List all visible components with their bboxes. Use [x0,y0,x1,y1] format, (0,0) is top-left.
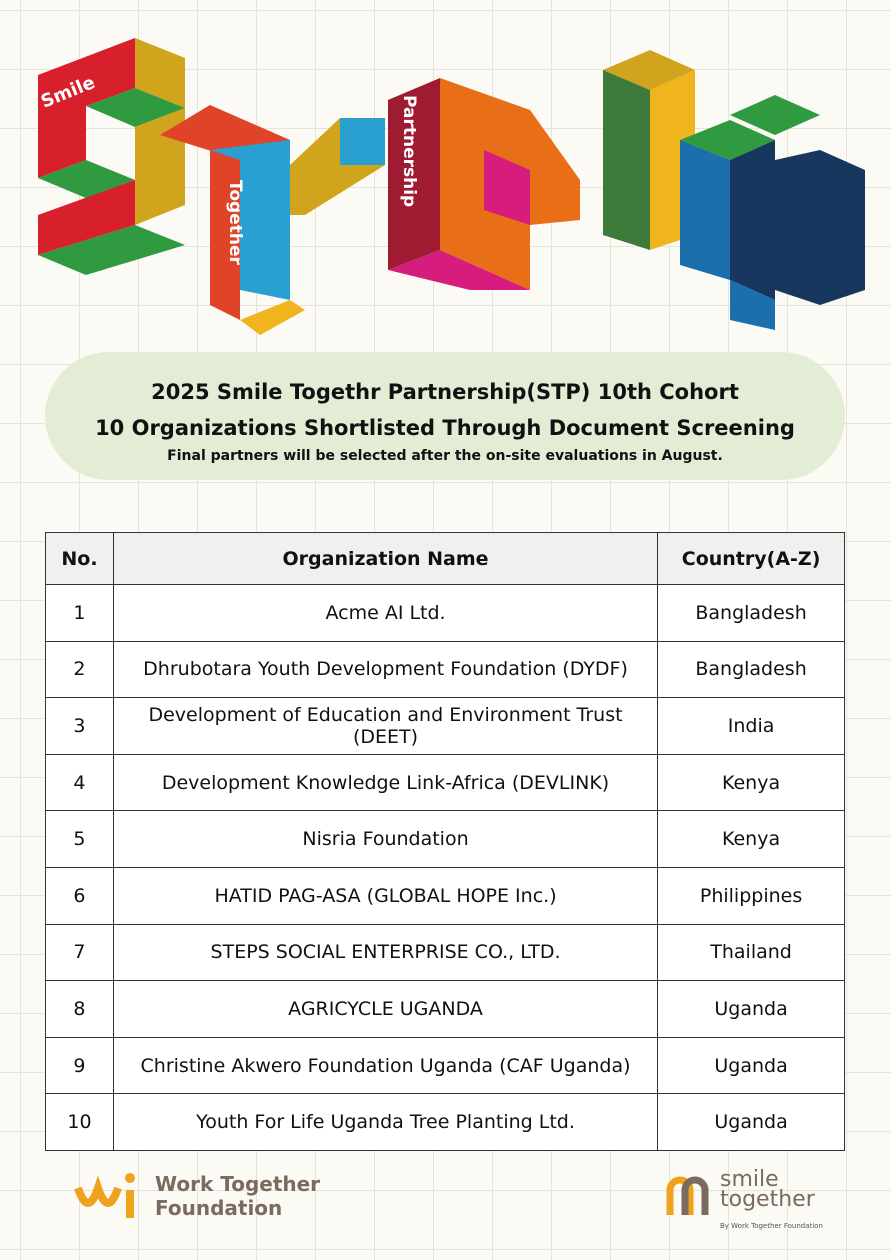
table-cell: Acme AI Ltd. [112,584,659,642]
logo-line: Work Together [155,1172,321,1196]
table-cell: 2 [45,640,114,699]
logo-line: together [720,1187,815,1212]
hero-graphic: Smile Together Partnership [38,38,865,335]
header-cell: Organization Name [112,532,659,585]
table-cell: India [657,697,845,755]
table-row: 7 STEPS SOCIAL ENTERPRISE CO., LTD. Thaila… [45,923,845,982]
table-row: 10 Youth For Life Uganda Tree Planting Lt… [45,1093,845,1151]
table-cell: 9 [45,1036,114,1095]
table-cell: Uganda [657,1093,845,1151]
table-cell: Thailand [657,923,845,982]
table-row: 8 AGRICYCLE UGANDA Uganda [45,980,845,1038]
table-cell: 5 [45,810,114,868]
banner-title: 2025 Smile Togethr Partnership(STP) 10th… [45,374,845,446]
table-cell: Development Knowledge Link-Africa (DEVLI… [112,753,659,812]
table-body: 1 Acme AI Ltd. Bangladesh 2 Dhrubotara Youth… [45,584,845,1151]
table-cell: 4 [45,753,114,812]
table-cell: 8 [45,980,114,1038]
table-cell: 3 [45,697,114,755]
table-row: 6 HATID PAG-ASA (GLOBAL HOPE Inc.) Philipp… [45,866,845,925]
banner: 2025 Smile Togethr Partnership(STP) 10th… [45,352,845,480]
table-cell: Philippines [657,866,845,925]
title-line: 10 Organizations Shortlisted Through Doc… [95,416,795,440]
title-line: 2025 Smile Togethr Partnership(STP) 10th… [151,380,739,404]
hero-word: Together [225,180,245,265]
table-cell: 7 [45,923,114,982]
header-row: No. Organization Name Country(A-Z) [45,532,845,585]
banner-subtitle: Final partners will be selected after th… [167,448,723,464]
table-cell: Kenya [657,753,845,812]
table-row: 1 Acme AI Ltd. Bangladesh [45,584,845,642]
table-row: 4 Development Knowledge Link-Africa (DEVL… [45,753,845,812]
left-logo: Work Together Foundation [155,1172,320,1220]
logo-line: smile [720,1167,779,1192]
table-cell: Bangladesh [657,640,845,699]
table-row: 2 Dhrubotara Youth Development Foundation… [45,640,845,699]
hero-word: Partnership [399,95,419,207]
table-cell: 10 [45,1093,114,1151]
table-row: 9 Christine Akwero Foundation Uganda (CAF… [45,1036,845,1095]
table-cell: Nisria Foundation [112,810,659,868]
table-cell: HATID PAG-ASA (GLOBAL HOPE Inc.) [112,866,659,925]
table-cell: Kenya [657,810,845,868]
table-cell: Youth For Life Uganda Tree Planting Ltd. [112,1093,659,1151]
table-cell: 6 [45,866,114,925]
table-row: 3 Development of Education and Environmen… [45,697,845,755]
table-cell: Uganda [657,980,845,1038]
table-cell: 1 [45,584,114,642]
table-cell: STEPS SOCIAL ENTERPRISE CO., LTD. [112,923,659,982]
table-cell: Bangladesh [657,584,845,642]
table-row: 5 Nisria Foundation Kenya [45,810,845,868]
table-cell: Development of Education and Environment… [112,697,659,755]
header-cell: Country(A-Z) [657,532,845,585]
table-cell: AGRICYCLE UGANDA [112,980,659,1038]
table-cell: Dhrubotara Youth Development Foundation … [112,640,659,699]
logo-line: Foundation [155,1196,283,1220]
right-logo: smile together By Work Together Foundati… [720,1167,823,1236]
logo-tagline: By Work Together Foundation [720,1222,823,1230]
table-cell: Uganda [657,1036,845,1095]
header-cell: No. [45,532,114,585]
table-cell: Christine Akwero Foundation Uganda (CAF … [112,1036,659,1095]
shortlist-table: No. Organization Name Country(A-Z) 1 Acme A… [45,532,845,1151]
